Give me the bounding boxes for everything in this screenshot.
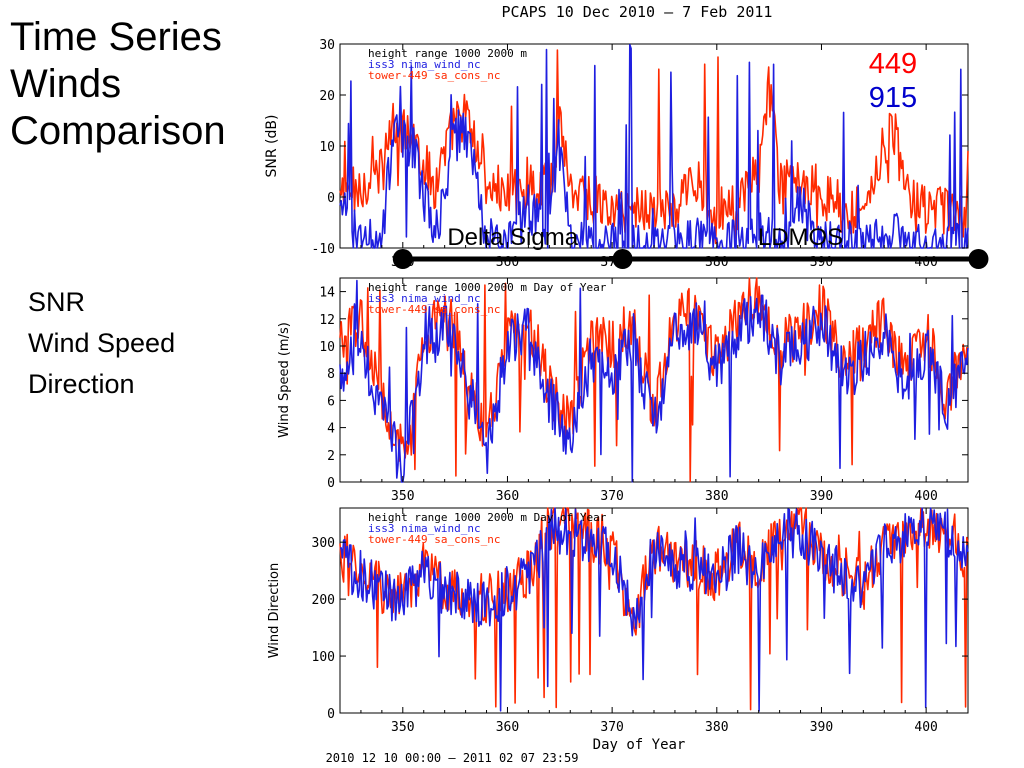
plot-annotation: height range 1000 2000 m	[368, 47, 527, 60]
chart-panel-wind-direction: 350 360 370 380 390 400 0 100 200 300 Wind Directi…	[267, 507, 969, 753]
y-tick-label: 6	[327, 394, 335, 409]
plot-annotation: height range 1000 2000 m Day of Year	[368, 281, 607, 294]
y-axis-title: SNR (dB)	[264, 115, 280, 178]
slide-title: Time Series Winds Comparison	[10, 14, 260, 155]
slide-title-line: Time Series	[10, 15, 222, 59]
system-label-915: 915	[869, 82, 917, 114]
x-tick-label: 360	[496, 720, 519, 735]
period-label: Delta Sigma	[447, 224, 578, 251]
series-line-915	[339, 507, 969, 712]
x-tick-label: 350	[391, 489, 414, 504]
panel-list-item: Wind Speed	[28, 328, 176, 358]
series-line-449	[339, 277, 969, 483]
panel-list: SNR Wind Speed Direction	[28, 282, 175, 405]
y-tick-label: 10	[319, 140, 335, 155]
slide-title-line: Comparison	[10, 109, 226, 153]
y-tick-label: 200	[312, 593, 335, 608]
y-tick-label: 30	[319, 38, 335, 53]
y-tick-label: 12	[319, 313, 335, 328]
plot-annotation: tower-449 sa_cons_nc	[368, 303, 500, 316]
panel-list-item: Direction	[28, 369, 135, 399]
x-tick-label: 370	[600, 489, 623, 504]
y-tick-label: 4	[327, 422, 335, 437]
period-markers: Delta Sigma LDMOS	[392, 224, 989, 269]
x-tick-label: 350	[391, 720, 414, 735]
y-tick-label: 0	[327, 707, 335, 722]
chart-panel-wind-speed: 350 360 370 380 390 400 0 2 4 6 8 10 12 14 Wind Speed …	[277, 277, 969, 504]
y-tick-label: 8	[327, 367, 335, 382]
y-axis-title: Wind Direction	[267, 563, 282, 659]
figure-footer: 2010 12 10 00:00 — 2011 02 07 23:59	[326, 751, 579, 765]
y-tick-label: 20	[319, 89, 335, 104]
figure-title: PCAPS 10 Dec 2010 — 7 Feb 2011	[502, 3, 773, 21]
period-marker-dot	[968, 249, 989, 269]
x-tick-label: 370	[600, 720, 623, 735]
plot-annotation: tower-449 sa_cons_nc	[368, 533, 500, 546]
plot-annotation: tower-449 sa_cons_nc	[368, 69, 500, 82]
x-tick-label: 400	[914, 489, 937, 504]
series-line-449	[339, 507, 969, 711]
period-label: LDMOS	[758, 224, 843, 251]
series-line-915	[339, 279, 969, 483]
period-marker-dot	[612, 249, 633, 269]
series-line-449	[339, 49, 969, 245]
period-marker-dot	[392, 249, 413, 269]
x-tick-label: 390	[810, 720, 833, 735]
plot-annotation: height range 1000 2000 m Day of Year	[368, 511, 607, 524]
x-tick-label: 390	[810, 489, 833, 504]
system-label-449: 449	[869, 48, 917, 80]
plot-annotation: iss3 nima_wind_nc	[368, 58, 481, 71]
slide-title-line: Winds	[10, 62, 122, 106]
y-tick-label: 100	[312, 650, 335, 665]
y-tick-label: 0	[327, 191, 335, 206]
x-tick-label: 400	[914, 720, 937, 735]
y-axis-title: Wind Speed (m/s)	[277, 322, 292, 438]
x-axis-title: Day of Year	[593, 737, 686, 753]
x-tick-label: 360	[496, 489, 519, 504]
panel-list-item: SNR	[28, 287, 86, 317]
y-tick-label: 10	[319, 340, 335, 355]
x-tick-label: 380	[705, 489, 728, 504]
y-tick-label: -10	[312, 242, 335, 257]
x-tick-label: 380	[705, 720, 728, 735]
plot-annotation: iss3 nima_wind_nc	[368, 522, 481, 535]
y-tick-label: 300	[312, 536, 335, 551]
y-tick-label: 0	[327, 476, 335, 491]
y-tick-label: 14	[319, 286, 335, 301]
plot-annotation: iss3 nima_wind_nc	[368, 292, 481, 305]
y-tick-label: 2	[327, 449, 335, 464]
